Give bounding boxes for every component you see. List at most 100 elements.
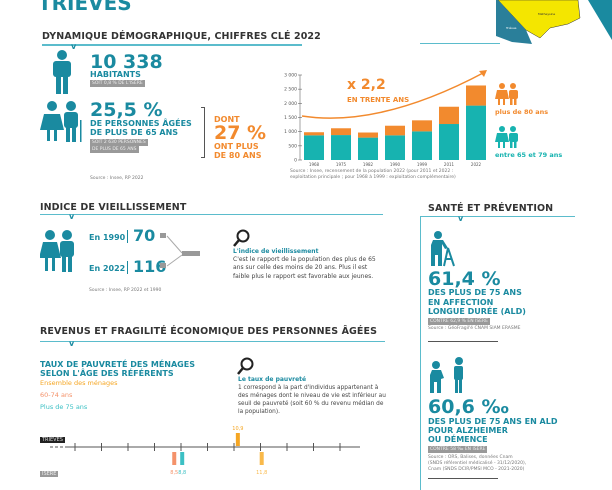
growth-value: x 2,2 (347, 77, 386, 93)
map: Matheysine Trièves (488, 0, 612, 46)
source-text: Source : Insee, RP 2022 et 1990 (89, 288, 162, 293)
year-2022-label: En 2022 (89, 264, 126, 273)
page-title: TRIÈVES (38, 0, 132, 15)
section-title-health: SANTÉ ET PRÉVENTION (428, 203, 554, 214)
elderly-pct: 25,5 % (90, 99, 163, 121)
alzheimer-rate: 60,6 ‰ (428, 396, 509, 418)
alzheimer-label: POUR ALZHEIMER (428, 426, 508, 435)
section-title-demo: DYNAMIQUE DÉMOGRAPHIQUE, CHIFFRES CLÉ 20… (42, 31, 321, 42)
bar-entre-65-et-79-ans (385, 135, 405, 160)
definition-title: L'indice de vieillissement (233, 248, 319, 255)
chevron-down-icon: v (69, 339, 75, 348)
population-label: HABITANTS (90, 70, 141, 79)
index-2022-value: 116 (133, 257, 167, 276)
legend-75-plus: Plus de 75 ans (40, 403, 88, 411)
definition-text: C'est le rapport de la population des pl… (233, 256, 376, 280)
source-text: Source : Insee, RP 2022 (90, 176, 144, 181)
marker-isere (180, 452, 185, 465)
elderly-couple-icon (40, 101, 82, 142)
chart-source: exploitation principale ; pour 1968 à 19… (290, 175, 456, 180)
elderly-population-chart: 0 500 1 000 1 500 2 000 2 500 3 000 1968 1975 198… (284, 70, 487, 167)
x-tick-label: 2022 (471, 162, 482, 167)
bar-entre-65-et-79-ans (304, 135, 324, 160)
poverty-subtitle: SELON L'ÂGE DES RÉFÉRENTS (40, 369, 174, 378)
chevron-down-icon: v (71, 42, 77, 51)
dont-label: DONT (214, 115, 240, 124)
x-tick-label: 2011 (444, 162, 455, 167)
bar-entre-65-et-79-ans (358, 137, 378, 160)
population-note: SOIT 0,8 % DE L'ISÈRE (90, 80, 145, 87)
magnifier-icon (237, 357, 254, 375)
definition-title: Le taux de pauvreté (238, 376, 307, 383)
population-value: 10 338 (90, 51, 163, 73)
poverty-scale: 10,9 8,5 8,8 11,8 (50, 426, 360, 476)
marker-isere (259, 452, 264, 465)
definition-text: 1 correspond à la part d'individus appar… (238, 385, 386, 416)
row-label-trieves: TRIÈVES (40, 437, 65, 443)
bar-plus-de-80-ans (466, 85, 486, 106)
magnifier-icon (233, 229, 250, 247)
x-tick-label: 1982 (363, 162, 374, 167)
growth-arrow (301, 71, 486, 119)
growth-label: EN TRENTE ANS (347, 96, 410, 104)
legend-65-79: entre 65 et 79 ans (495, 151, 563, 159)
legend-over80: plus de 80 ans (495, 108, 549, 116)
bar-entre-65-et-79-ans (331, 135, 351, 160)
year-1990-label: En 1990 (89, 233, 126, 242)
walker-person-icon (431, 231, 455, 267)
marker-label: 8,5 (170, 470, 178, 476)
source-text: Source : ORS, Balises, données Cnam (SND… (428, 455, 527, 472)
bar-entre-65-et-79-ans (439, 124, 459, 160)
ald-label: DES PLUS DE 75 ANS (428, 288, 522, 297)
alzheimer-label: OU DÉMENCE (428, 435, 488, 444)
chart-source: Source : Insee, recensement de la popula… (290, 169, 454, 174)
y-tick-label: 0 (294, 158, 297, 164)
bracket (201, 107, 205, 158)
bar-entre-65-et-79-ans (466, 105, 486, 160)
arrow-head-icon (479, 70, 487, 77)
y-tick-label: 1 000 (284, 129, 297, 135)
poverty-subtitle: TAUX DE PAUVRETÉ DES MÉNAGES (40, 360, 195, 369)
y-tick-label: 2 500 (284, 87, 297, 93)
x-tick-label: 1975 (336, 162, 347, 167)
over80-label: ONT PLUS (214, 142, 259, 151)
alzheimer-icon (430, 357, 463, 393)
ald-pct: 61,4 % (428, 268, 501, 290)
over80-label: DE 80 ANS (214, 151, 262, 160)
y-tick-label: 3 000 (284, 73, 297, 79)
bar-plus-de-80-ans (412, 120, 432, 132)
person-icon (53, 50, 71, 94)
y-tick-label: 500 (288, 143, 297, 149)
bar-plus-de-80-ans (439, 106, 459, 125)
source-text: Source : GéoFragil'é CNAM SIAM ERASME (428, 326, 521, 331)
bar-entre-65-et-79-ans (412, 131, 432, 160)
index-1990-value: 70 (133, 226, 156, 245)
elderly-label: DE PLUS DE 65 ANS (90, 128, 179, 137)
x-tick-label: 1990 (390, 162, 401, 167)
legend-60-74: 60-74 ans (40, 391, 73, 399)
elderly-note: DE PLUS DE 65 ANS (90, 146, 139, 153)
marker-label: 10,9 (232, 426, 243, 432)
elderly-couple-icon (40, 230, 74, 272)
bar-plus-de-80-ans (385, 125, 405, 136)
bar-plus-de-80-ans (304, 132, 324, 136)
y-tick-label: 2 000 (284, 101, 297, 107)
bar-plus-de-80-ans (358, 132, 378, 138)
elderly-note: SOIT 2 630 PERSONNES (90, 139, 148, 146)
chevron-down-icon: v (69, 212, 75, 221)
chevron-down-icon: v (458, 214, 464, 223)
bar-plus-de-80-ans (331, 128, 351, 136)
marker-trieves (235, 433, 240, 446)
65-79-couple-icon (495, 126, 518, 148)
elderly-label: DE PERSONNES ÂGÉES (90, 119, 192, 128)
over80-couple-icon (495, 83, 518, 105)
marker-label: 11,8 (256, 470, 267, 476)
ald-note: CONTRE 62,9 % EN ISÈRE (428, 318, 490, 325)
connector-lines (160, 233, 200, 268)
marker-isere (172, 452, 177, 465)
x-tick-label: 1968 (309, 162, 320, 167)
x-tick-label: 1999 (417, 162, 428, 167)
map-label: Matheysine (538, 12, 556, 16)
marker-label: 8,8 (178, 470, 186, 476)
row-label-isere: ISÈRE (40, 471, 59, 477)
